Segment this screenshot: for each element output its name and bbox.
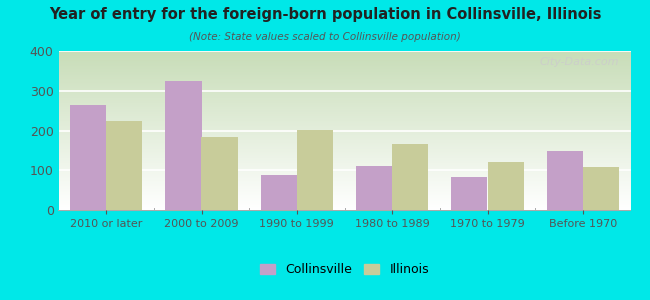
Bar [356,166,392,210]
Text: Year of entry for the foreign-born population in Collinsville, Illinois: Year of entry for the foreign-born popul… [49,8,601,22]
Bar [583,167,619,210]
Bar [70,105,106,210]
Bar [392,144,428,210]
Bar [488,162,524,210]
Legend: Collinsville, Illinois: Collinsville, Illinois [256,260,433,280]
Bar [451,177,488,210]
Text: City-Data.com: City-Data.com [540,57,619,68]
Bar [297,130,333,210]
Text: (Note: State values scaled to Collinsville population): (Note: State values scaled to Collinsvil… [189,32,461,41]
Bar [165,81,202,210]
Bar [547,151,583,210]
Bar [202,137,238,210]
Bar [261,175,297,210]
Bar [106,121,142,210]
